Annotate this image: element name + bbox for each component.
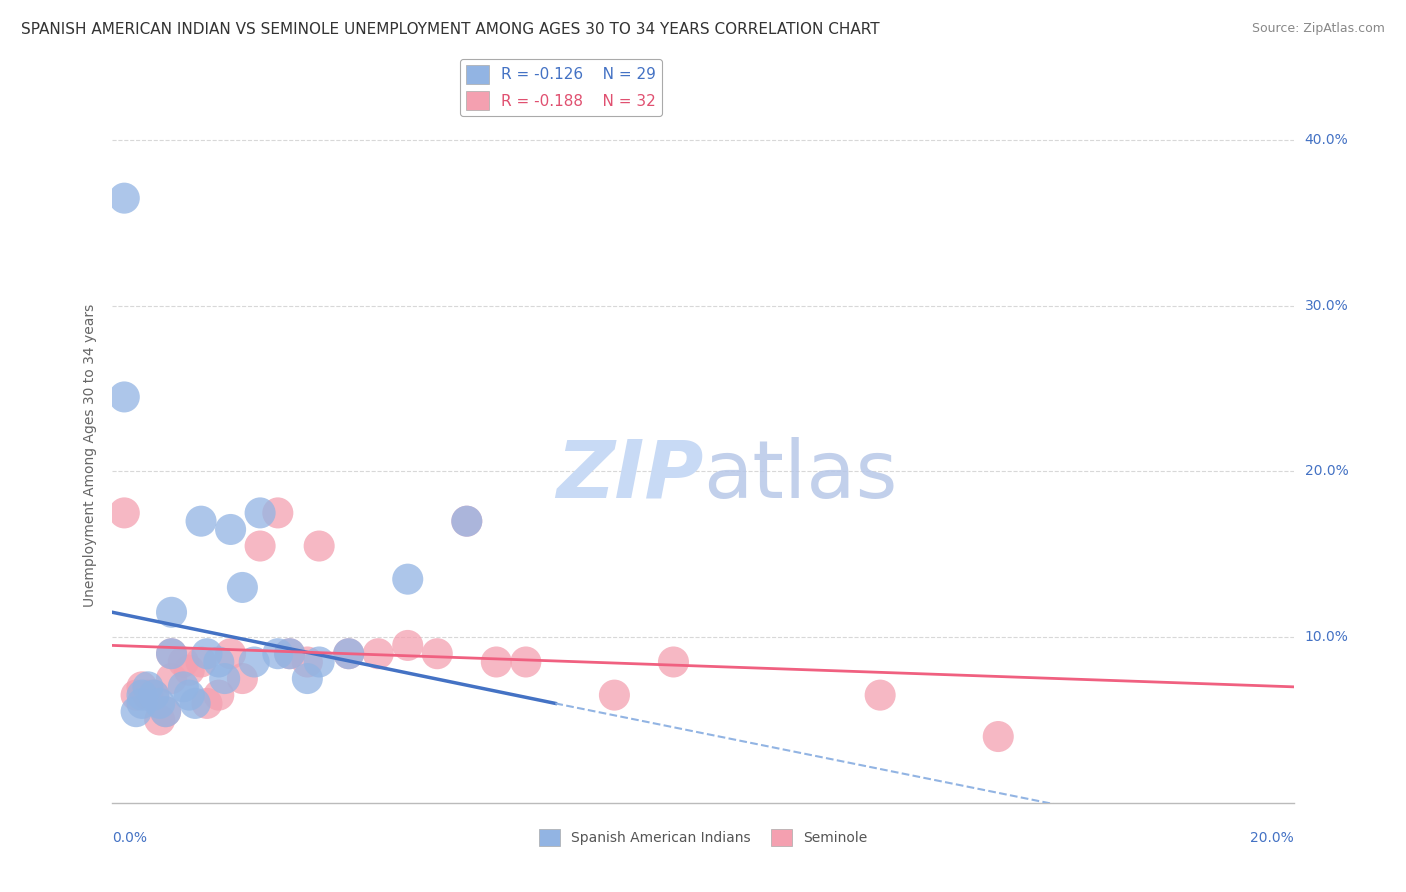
Point bbox=[142, 688, 165, 702]
Point bbox=[308, 655, 330, 669]
Point bbox=[172, 680, 194, 694]
Point bbox=[195, 647, 218, 661]
Point bbox=[267, 506, 290, 520]
Point bbox=[214, 672, 236, 686]
Point bbox=[367, 647, 389, 661]
Point bbox=[297, 672, 319, 686]
Text: atlas: atlas bbox=[703, 437, 897, 515]
Point bbox=[112, 191, 135, 205]
Point bbox=[603, 688, 626, 702]
Point bbox=[131, 680, 153, 694]
Point bbox=[987, 730, 1010, 744]
Point bbox=[662, 655, 685, 669]
Point bbox=[426, 647, 449, 661]
Point bbox=[278, 647, 301, 661]
Point bbox=[125, 705, 148, 719]
Y-axis label: Unemployment Among Ages 30 to 34 years: Unemployment Among Ages 30 to 34 years bbox=[83, 303, 97, 607]
Point bbox=[155, 705, 177, 719]
Text: 40.0%: 40.0% bbox=[1305, 133, 1348, 147]
Point bbox=[396, 639, 419, 653]
Point bbox=[219, 647, 242, 661]
Point bbox=[515, 655, 537, 669]
Point bbox=[112, 506, 135, 520]
Point bbox=[208, 688, 231, 702]
Text: 10.0%: 10.0% bbox=[1305, 630, 1348, 644]
Point bbox=[278, 647, 301, 661]
Point bbox=[219, 523, 242, 537]
Point bbox=[136, 680, 159, 694]
Point bbox=[131, 697, 153, 711]
Point bbox=[179, 688, 201, 702]
Point bbox=[160, 647, 183, 661]
Point bbox=[267, 647, 290, 661]
Point bbox=[337, 647, 360, 661]
Point bbox=[131, 688, 153, 702]
Point bbox=[160, 605, 183, 619]
Point bbox=[231, 581, 253, 595]
Point bbox=[184, 697, 207, 711]
Point bbox=[869, 688, 891, 702]
Point bbox=[249, 506, 271, 520]
Point bbox=[308, 539, 330, 553]
Point bbox=[172, 655, 194, 669]
Point bbox=[337, 647, 360, 661]
Point bbox=[243, 655, 266, 669]
Point bbox=[456, 514, 478, 528]
Point bbox=[195, 697, 218, 711]
Point bbox=[190, 514, 212, 528]
Point bbox=[136, 688, 159, 702]
Point bbox=[125, 688, 148, 702]
Point bbox=[142, 688, 165, 702]
Point bbox=[160, 672, 183, 686]
Text: ZIP: ZIP bbox=[555, 437, 703, 515]
Point bbox=[485, 655, 508, 669]
Point bbox=[190, 655, 212, 669]
Point bbox=[456, 514, 478, 528]
Point bbox=[231, 672, 253, 686]
Point bbox=[179, 663, 201, 677]
Point bbox=[149, 713, 172, 727]
Text: Source: ZipAtlas.com: Source: ZipAtlas.com bbox=[1251, 22, 1385, 36]
Point bbox=[112, 390, 135, 404]
Text: SPANISH AMERICAN INDIAN VS SEMINOLE UNEMPLOYMENT AMONG AGES 30 TO 34 YEARS CORRE: SPANISH AMERICAN INDIAN VS SEMINOLE UNEM… bbox=[21, 22, 880, 37]
Point bbox=[149, 697, 172, 711]
Text: 20.0%: 20.0% bbox=[1305, 465, 1348, 478]
Point bbox=[160, 647, 183, 661]
Text: 30.0%: 30.0% bbox=[1305, 299, 1348, 313]
Legend: Spanish American Indians, Seminole: Spanish American Indians, Seminole bbox=[533, 823, 873, 852]
Point bbox=[297, 655, 319, 669]
Point bbox=[396, 572, 419, 586]
Point bbox=[155, 705, 177, 719]
Point bbox=[208, 655, 231, 669]
Text: 0.0%: 0.0% bbox=[112, 830, 148, 845]
Text: 20.0%: 20.0% bbox=[1250, 830, 1294, 845]
Point bbox=[249, 539, 271, 553]
